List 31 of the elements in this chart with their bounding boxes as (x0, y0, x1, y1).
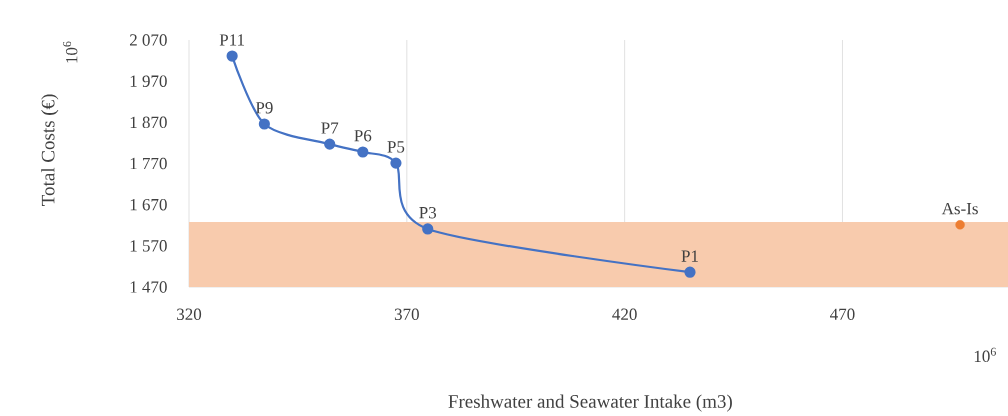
annotation: P1 (681, 250, 698, 262)
point (684, 266, 696, 278)
x-tick-label: 370 (394, 308, 419, 321)
annotation: P6 (354, 130, 372, 142)
y-tick-label: 1 970 (130, 75, 167, 87)
y-tick-label: 2 070 (129, 34, 167, 46)
point (324, 138, 336, 150)
text: 10$^{6}$ (974, 347, 996, 363)
point (390, 157, 402, 169)
y-tick-label: 1 570 (130, 240, 167, 252)
y-tick-label: 1 770 (130, 157, 167, 170)
x-axis-title: Freshwater and Seawater Intake (m3) (448, 394, 732, 412)
x-tick-label: 320 (177, 308, 202, 321)
y-tick-label: 1 470 (130, 281, 167, 293)
x-tick-label: 420 (612, 308, 637, 321)
annotation: As-Is (941, 202, 978, 215)
y-tick-label: 1 870 (130, 116, 167, 129)
y-tick-label: 1 670 (130, 198, 167, 211)
point (955, 220, 965, 230)
y-axis-title: Total Costs (€) (41, 94, 59, 206)
point (226, 50, 238, 62)
annotation: P11 (219, 34, 245, 46)
annotation: P3 (419, 207, 437, 219)
point (258, 118, 270, 130)
text: 10$^{6}$ (63, 41, 78, 63)
annotation: P9 (255, 102, 273, 114)
annotation: P5 (387, 141, 405, 153)
annotation: P7 (321, 122, 339, 134)
point (422, 223, 434, 235)
point (357, 146, 369, 158)
x-tick-label: 470 (830, 308, 855, 321)
